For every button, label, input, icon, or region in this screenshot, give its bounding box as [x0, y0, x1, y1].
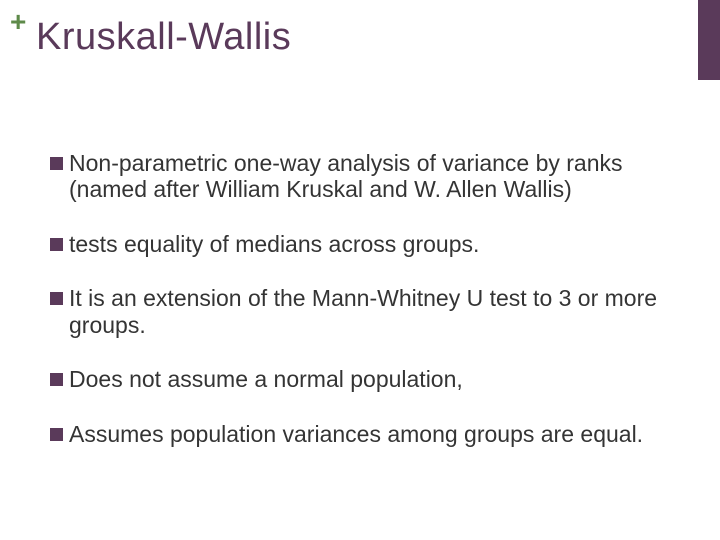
bullet-icon [50, 373, 63, 386]
bullet-icon [50, 238, 63, 251]
list-item: It is an extension of the Mann-Whitney U… [50, 285, 670, 338]
bullet-text: tests equality of medians across groups. [69, 231, 670, 257]
list-item: Assumes population variances among group… [50, 421, 670, 447]
bullet-text: Assumes population variances among group… [69, 421, 670, 447]
bullet-text: It is an extension of the Mann-Whitney U… [69, 285, 670, 338]
bullet-text: Does not assume a normal population, [69, 366, 670, 392]
bullet-icon [50, 157, 63, 170]
list-item: Does not assume a normal population, [50, 366, 670, 392]
slide-body: Non-parametric one-way analysis of varia… [50, 150, 670, 475]
slide-title: Kruskall-Wallis [36, 16, 291, 59]
plus-decoration: + [10, 8, 26, 36]
corner-accent-block [698, 0, 720, 80]
bullet-icon [50, 428, 63, 441]
bullet-icon [50, 292, 63, 305]
list-item: Non-parametric one-way analysis of varia… [50, 150, 670, 203]
bullet-text: Non-parametric one-way analysis of varia… [69, 150, 670, 203]
list-item: tests equality of medians across groups. [50, 231, 670, 257]
